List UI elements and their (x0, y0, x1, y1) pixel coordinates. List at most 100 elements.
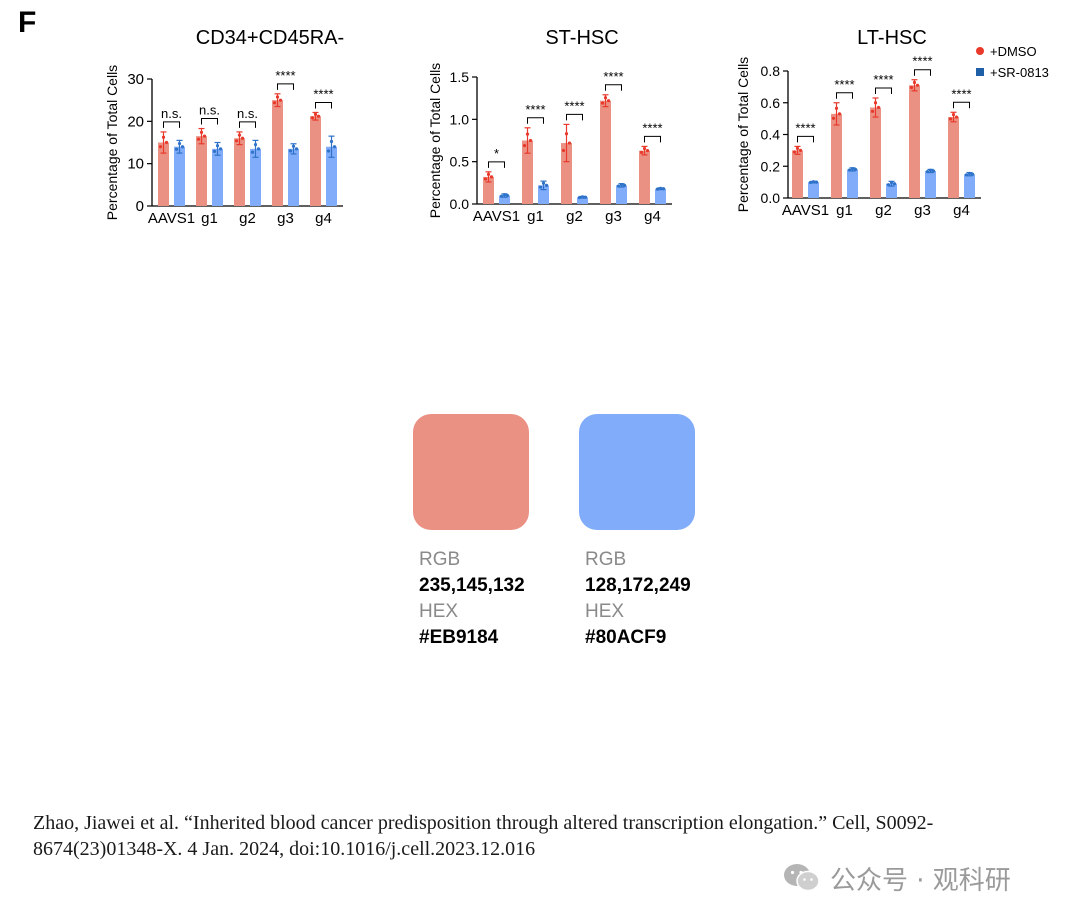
bar-dmso (792, 150, 803, 198)
data-point (234, 139, 239, 143)
data-point (915, 83, 920, 87)
data-point (180, 145, 185, 149)
bar-dmso (483, 176, 494, 204)
bar-sr (577, 197, 588, 204)
data-point (522, 143, 527, 148)
significance-label: **** (795, 120, 815, 135)
watermark: 公众号 · 观科研 (782, 860, 1011, 896)
y-axis-label: Percentage of Total Cells (104, 65, 120, 220)
significance-bracket (836, 92, 853, 99)
significance-bracket (239, 121, 256, 128)
x-tick-label: g4 (644, 208, 661, 225)
data-point (889, 180, 894, 185)
y-tick-label: 1.0 (450, 111, 470, 127)
significance-bracket (644, 135, 661, 143)
significance-bracket (566, 113, 583, 121)
data-point (970, 172, 975, 176)
y-tick-label: 1.5 (450, 69, 470, 85)
data-point (834, 106, 839, 110)
swatch-dmso-rgb-label: RGB (419, 549, 461, 570)
data-point (240, 136, 245, 140)
x-tick-label: g2 (566, 208, 583, 225)
y-tick-label: 0.0 (761, 190, 781, 206)
x-tick-label: g3 (914, 202, 931, 219)
swatch-sr-hex-value: #80ACF9 (585, 627, 667, 648)
data-point (215, 144, 220, 148)
swatch-sr (579, 414, 695, 530)
significance-bracket (914, 69, 931, 76)
significance-label: * (494, 146, 499, 161)
legend-marker-sr (976, 68, 984, 76)
bar-dmso (158, 142, 169, 206)
bar-charts-figure: CD34+CD45RA- Percentage of Total Cells 0 10… (104, 27, 1049, 227)
data-point (645, 149, 650, 153)
bar-dmso (196, 136, 207, 206)
significance-bracket (797, 135, 814, 143)
data-point (196, 137, 201, 141)
data-point (853, 167, 858, 172)
data-point (583, 195, 588, 199)
data-point (892, 182, 897, 186)
bar-dmso (909, 85, 920, 198)
data-point (218, 147, 223, 151)
significance-bracket (875, 87, 892, 94)
bar-sr (538, 185, 549, 204)
data-point (174, 147, 179, 151)
data-point (658, 186, 663, 190)
data-point (544, 183, 549, 187)
data-point (502, 193, 507, 197)
data-point (847, 168, 852, 172)
significance-bracket (527, 117, 544, 124)
bar-dmso (870, 107, 881, 198)
data-point (326, 149, 331, 153)
data-point (577, 195, 582, 200)
significance-label: n.s. (237, 106, 258, 121)
y-tick-label: 10 (127, 156, 144, 173)
data-point (616, 184, 621, 188)
data-point (541, 181, 546, 185)
bar-dmso (600, 100, 611, 204)
significance-label: **** (834, 77, 854, 92)
bar-dmso (234, 138, 245, 206)
x-tick-label: g4 (953, 202, 970, 219)
data-point (925, 170, 930, 174)
significance-label: n.s. (161, 106, 182, 121)
data-point (964, 173, 969, 177)
y-tick-label: 0.4 (761, 127, 781, 143)
wechat-icon (784, 864, 820, 892)
significance-label: **** (873, 72, 893, 87)
data-point (253, 143, 258, 147)
data-point (642, 146, 647, 151)
data-point (661, 187, 666, 191)
data-point (873, 101, 878, 105)
data-point (538, 185, 543, 189)
data-point (655, 187, 660, 191)
significance-label: **** (603, 69, 623, 84)
data-point (528, 138, 533, 143)
data-point (567, 141, 572, 145)
x-tick-label: g3 (605, 208, 622, 225)
y-axis-label: Percentage of Total Cells (735, 57, 751, 212)
data-point (256, 147, 261, 151)
swatch-dmso-hex-label: HEX (419, 601, 459, 622)
data-point (486, 172, 491, 176)
data-point (161, 135, 166, 139)
data-point (951, 113, 956, 117)
data-point (931, 169, 936, 173)
watermark-text: 公众号 · 观科研 (830, 865, 1011, 896)
y-tick-label: 0.8 (761, 63, 781, 79)
data-point (948, 117, 953, 121)
bar-dmso (522, 140, 533, 204)
panel-letter: F (18, 6, 37, 39)
data-point (831, 116, 836, 120)
bar-sr (326, 146, 337, 206)
y-tick-label: 0.5 (450, 154, 470, 170)
bar-sr (808, 182, 819, 198)
data-point (837, 112, 842, 116)
legend-label: +DMSO (990, 44, 1037, 59)
y-tick-label: 20 (127, 113, 144, 130)
significance-label: n.s. (199, 103, 220, 118)
y-tick-label: 0.0 (450, 196, 470, 212)
x-tick-label: g1 (527, 208, 544, 225)
significance-label: **** (275, 68, 295, 83)
